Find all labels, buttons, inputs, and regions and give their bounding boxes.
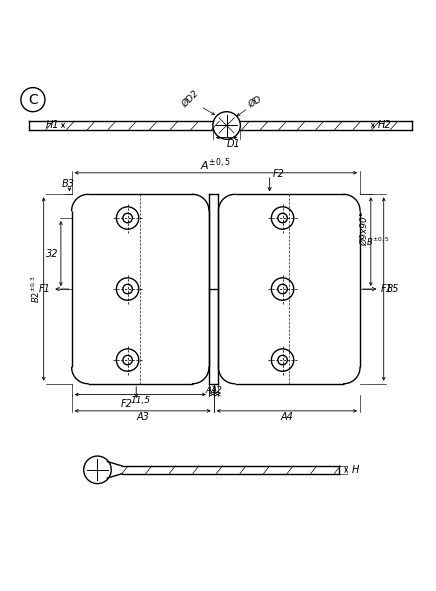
Text: F2: F2: [121, 400, 133, 410]
Text: H1: H1: [45, 119, 59, 129]
Text: 11,5: 11,5: [130, 396, 150, 405]
Text: Ø9x90°: Ø9x90°: [360, 212, 369, 246]
Text: F1: F1: [39, 284, 51, 294]
Text: F1: F1: [381, 284, 393, 294]
Text: ØD: ØD: [246, 95, 263, 109]
Text: 85: 85: [387, 284, 399, 294]
Text: A4: A4: [280, 412, 293, 422]
Text: $A^{\pm 0,5}$: $A^{\pm 0,5}$: [201, 157, 231, 173]
Text: F2: F2: [273, 168, 285, 178]
Text: A2: A2: [210, 386, 222, 395]
Text: H2: H2: [378, 119, 392, 129]
Text: A1: A1: [205, 386, 217, 395]
Text: D1: D1: [227, 139, 240, 150]
Text: C: C: [28, 93, 38, 106]
Text: A3: A3: [136, 412, 149, 422]
Text: $B^{\pm 0,5}$: $B^{\pm 0,5}$: [366, 235, 389, 248]
Text: $B2^{\pm 0,3}$: $B2^{\pm 0,3}$: [30, 275, 42, 303]
Text: B3: B3: [62, 179, 75, 189]
Text: ØD2: ØD2: [180, 89, 200, 109]
Text: H: H: [352, 465, 359, 475]
Text: 32: 32: [46, 249, 58, 258]
